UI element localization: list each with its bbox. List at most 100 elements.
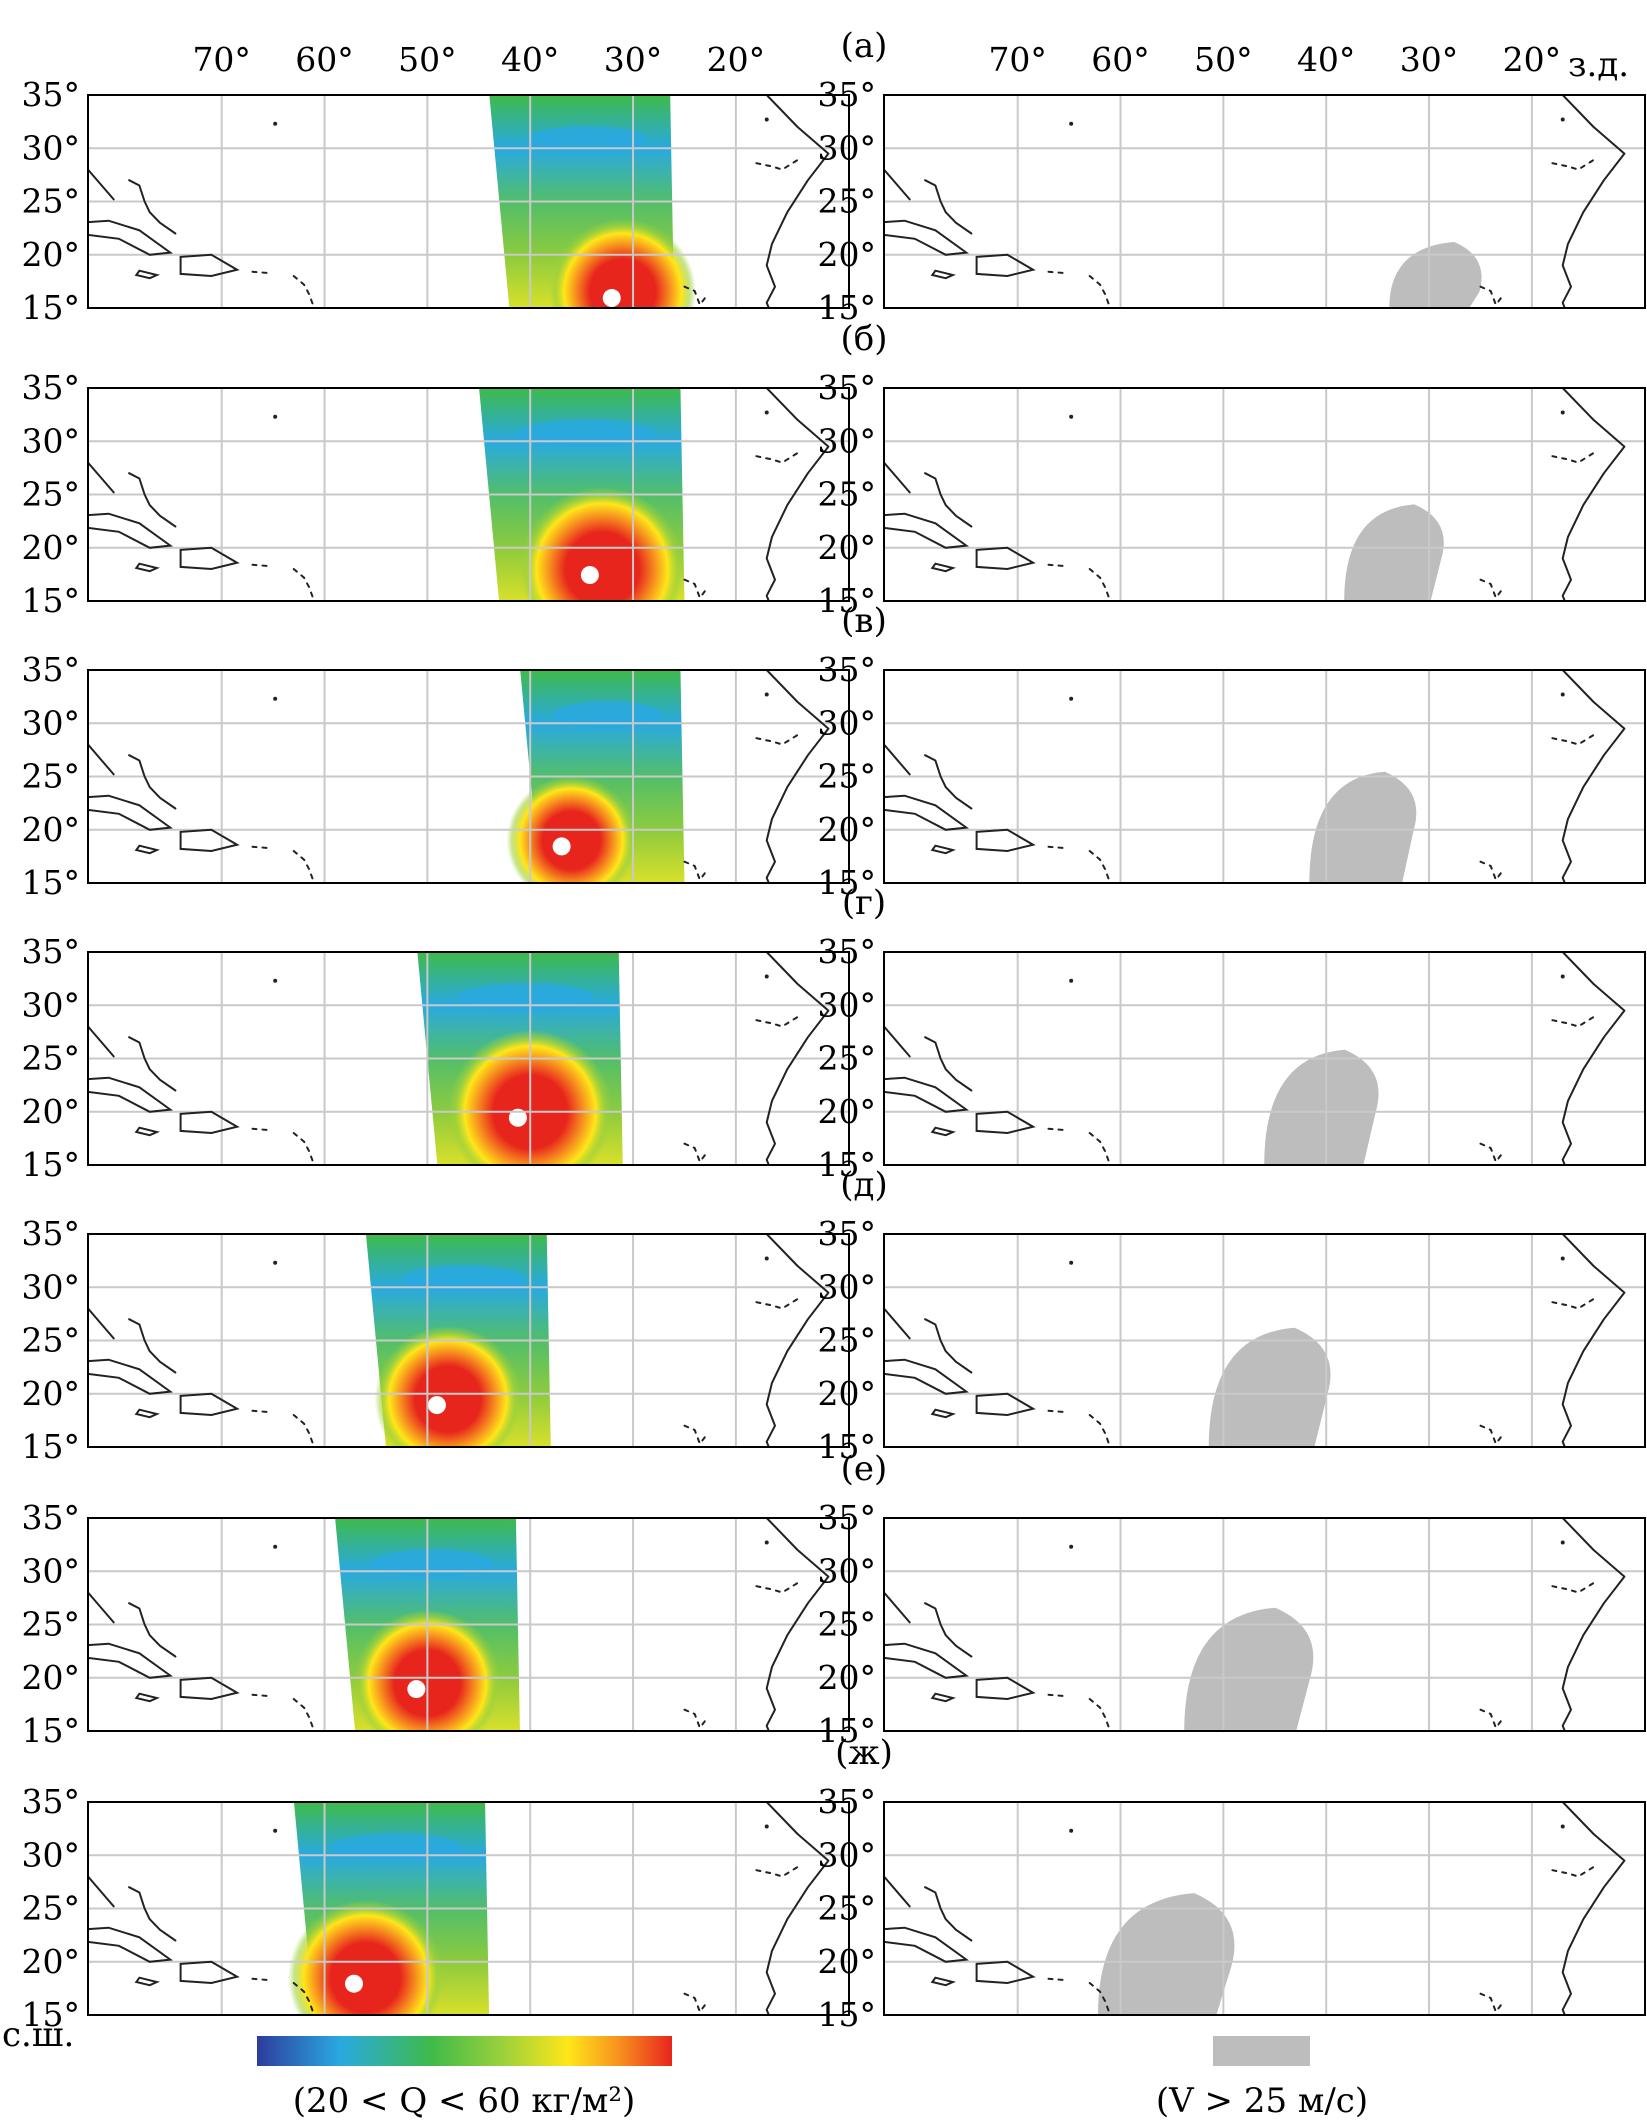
storm-eye: [602, 289, 621, 308]
lat-tick-label: 25°: [818, 1605, 877, 1644]
island-outline: [884, 1642, 970, 1679]
small-island: [273, 414, 278, 419]
island-chain: [1479, 285, 1505, 306]
island-chain: [292, 275, 316, 308]
island-chain: [251, 845, 268, 849]
lon-tick-label: 50°: [1194, 40, 1253, 79]
island-chain: [1088, 275, 1112, 308]
dry-band: [518, 419, 656, 447]
coastline: [924, 179, 973, 235]
coastline: [128, 1886, 177, 1942]
island-chain: [755, 732, 804, 746]
island-outline: [134, 844, 160, 855]
lat-tick-label: 35°: [22, 650, 81, 689]
lat-tick-label: 35°: [818, 650, 877, 689]
wind-area: [1097, 1893, 1235, 2015]
lat-tick-label: 35°: [22, 1498, 81, 1537]
island-chain: [755, 1296, 804, 1310]
lat-tick-label: 25°: [818, 475, 877, 514]
island-outline: [884, 512, 970, 549]
coastline: [765, 1234, 830, 1447]
island-chain: [683, 285, 709, 306]
coastline: [1561, 670, 1626, 883]
dry-band: [456, 983, 594, 1011]
coastline: [128, 179, 177, 235]
island-outline: [179, 1676, 240, 1701]
small-island: [1560, 974, 1565, 979]
island-chain: [292, 1414, 316, 1447]
dry-band: [525, 126, 648, 154]
lat-tick-label: 30°: [22, 703, 81, 742]
small-island: [764, 1540, 769, 1545]
coastline: [1561, 95, 1626, 308]
small-island: [764, 117, 769, 122]
coastline: [884, 1875, 911, 1908]
lat-tick-label: 15°: [818, 1995, 877, 2034]
island-chain: [755, 1580, 804, 1594]
q-colorbar: [257, 2036, 672, 2066]
wind-area: [1208, 1327, 1331, 1447]
lat-tick-label: 15°: [22, 1995, 81, 2034]
small-island: [1560, 1540, 1565, 1545]
lat-tick-label: 25°: [818, 1889, 877, 1928]
lon-tick-label: 60°: [1091, 40, 1150, 79]
coastline: [924, 1036, 973, 1092]
island-chain: [755, 1014, 804, 1028]
small-island: [1069, 121, 1074, 126]
island-chain: [1551, 157, 1600, 171]
dry-band: [553, 701, 662, 729]
lat-tick-label: 30°: [22, 985, 81, 1024]
coastline: [128, 1036, 177, 1092]
panel-frame: [87, 669, 850, 884]
q-legend-label: (20 < Q < 60 кг/м²): [293, 2081, 636, 2121]
lat-tick-label: 15°: [818, 1427, 877, 1466]
island-chain: [1479, 1142, 1505, 1163]
island-chain: [292, 1132, 316, 1165]
island-outline: [88, 512, 174, 549]
lat-tick-label: 20°: [818, 1092, 877, 1131]
coastline: [765, 1518, 830, 1731]
island-chain: [1551, 1296, 1600, 1310]
island-outline: [88, 1076, 174, 1113]
map-panel-wind-4: 35° 30° 25° 20° 15°: [818, 1214, 1646, 1466]
small-island: [273, 1260, 278, 1265]
island-outline: [134, 562, 160, 573]
lat-tick-label: 30°: [818, 703, 877, 742]
lat-tick-label: 20°: [818, 1942, 877, 1981]
coastline: [88, 743, 115, 776]
island-chain: [1479, 578, 1505, 599]
island-outline: [88, 219, 174, 256]
coastline: [924, 472, 973, 528]
island-outline: [884, 794, 970, 831]
map-panel-moisture-5: 35° 30° 25° 20° 15°: [22, 1498, 850, 1750]
small-island: [1069, 978, 1074, 983]
lon-tick-label: 70°: [192, 40, 251, 79]
island-chain: [292, 568, 316, 601]
island-outline: [884, 1926, 970, 1963]
coastline: [924, 754, 973, 810]
island-outline: [88, 1358, 174, 1395]
coastline: [88, 1307, 115, 1340]
island-outline: [930, 1408, 956, 1419]
small-island: [1560, 1256, 1565, 1261]
lat-tick-label: 20°: [818, 1374, 877, 1413]
lon-tick-label: 20°: [707, 40, 766, 79]
island-chain: [1551, 1014, 1600, 1028]
storm-core: [506, 775, 637, 883]
island-chain: [292, 850, 316, 883]
lat-tick-label: 30°: [22, 1835, 81, 1874]
island-outline: [975, 1960, 1036, 1985]
island-chain: [683, 1708, 709, 1729]
lat-tick-label: 25°: [818, 1039, 877, 1078]
island-chain: [755, 450, 804, 464]
panel-frame: [87, 1801, 850, 2016]
coastline: [128, 1602, 177, 1658]
lat-tick-label: 15°: [818, 1145, 877, 1184]
island-chain: [1088, 1698, 1112, 1731]
map-panel-moisture-0: 35° 30° 25° 20° 15° 70° 60° 50° 40° 30° 20°: [22, 40, 850, 327]
coastline: [128, 472, 177, 528]
lat-tick-label: 35°: [22, 1214, 81, 1253]
lat-tick-label: 20°: [818, 528, 877, 567]
lat-tick-label: 35°: [818, 1214, 877, 1253]
lat-tick-label: 15°: [818, 1711, 877, 1750]
